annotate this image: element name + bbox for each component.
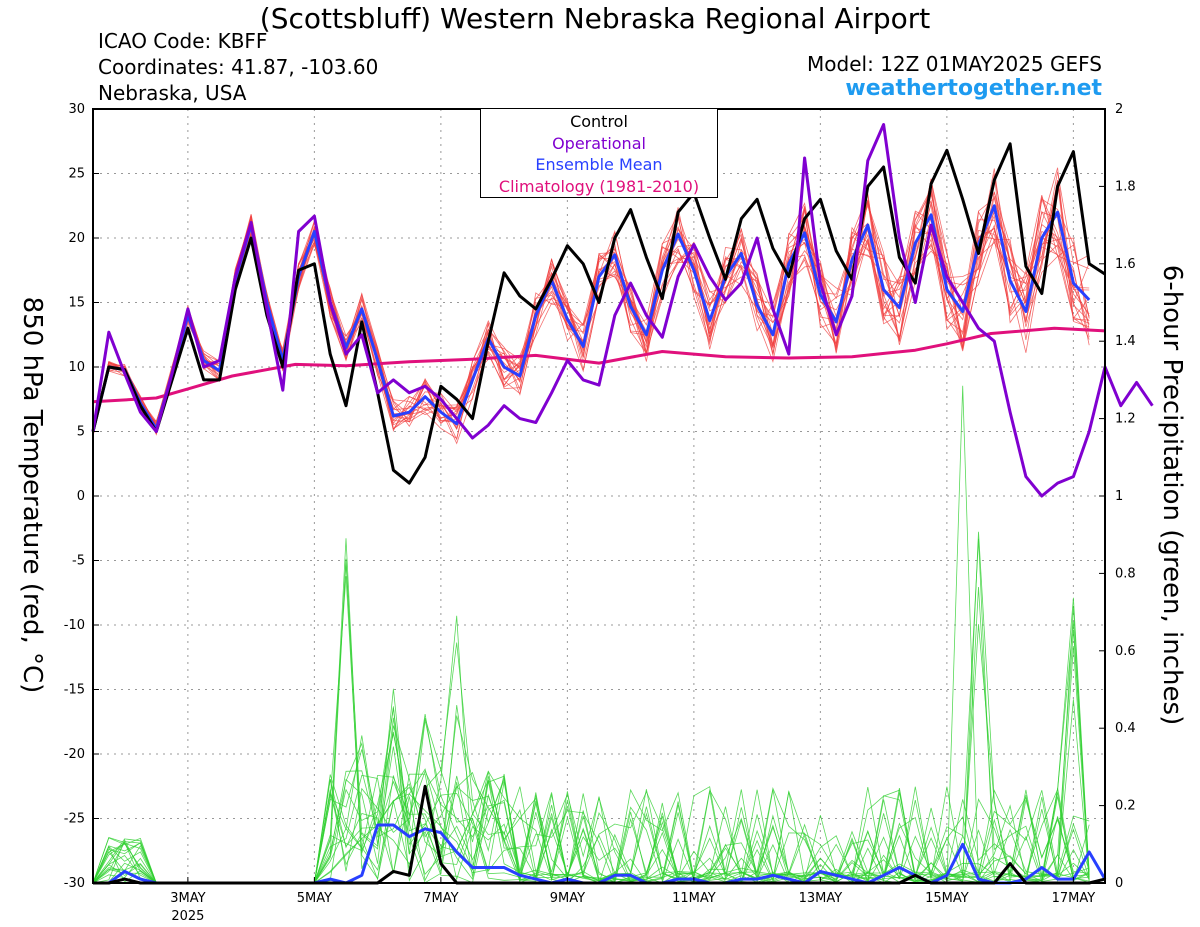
x-tick-label: 17MAY: [1052, 891, 1096, 906]
y-tick-label: -20: [64, 747, 85, 762]
x-tick-label: 3MAY: [170, 891, 205, 906]
y-tick-label: -25: [64, 812, 85, 827]
precip-member-line: [92, 531, 1090, 884]
legend: Control Operational Ensemble Mean Climat…: [480, 108, 718, 198]
x-tick-label: 15MAY: [925, 891, 969, 906]
coordinates: Coordinates: 41.87, -103.60: [98, 55, 379, 79]
y2-tick-label: 1.8: [1115, 179, 1136, 194]
date-axis-ticks: 3MAY 2025 5MAY 7MAY 9MAY 11MAY 13MAY 15MAY 17MAY: [170, 877, 1095, 924]
climatology-line: [92, 326, 1106, 404]
y2-tick-label: 0.8: [1115, 566, 1136, 581]
y-tick-label: 5: [77, 425, 85, 440]
x-tick-label: 5MAY: [297, 891, 332, 906]
y-tick-label: 0: [77, 489, 85, 504]
y-tick-label: 15: [68, 296, 85, 311]
left-axis-ticks: -30 -25 -20 -15 -10 -5 0 5 10 15 20 25 30: [64, 102, 99, 891]
precip-member-line: [92, 385, 1090, 884]
y2-tick-label: 1.2: [1115, 412, 1136, 427]
x-tick-label: 7MAY: [423, 891, 458, 906]
y2-tick-label: 0: [1115, 876, 1123, 891]
y-tick-label: 20: [68, 231, 85, 246]
y-tick-label: -30: [64, 876, 85, 891]
temp-control-line: [91, 142, 1106, 485]
x-tick-label: 11MAY: [672, 891, 716, 906]
legend-operational: Operational: [552, 133, 646, 153]
ensemble-members: [92, 167, 1090, 885]
precip-member-line: [92, 714, 1090, 884]
legend-climatology: Climatology (1981-2010): [498, 176, 700, 196]
y-tick-label: 25: [68, 167, 85, 182]
icao-code: ICAO Code: KBFF: [98, 29, 268, 53]
y2-tick-label: 2: [1115, 102, 1123, 117]
x-tick-label: 9MAY: [550, 891, 585, 906]
y-tick-label: -5: [72, 554, 85, 569]
y2-tick-label: 1.4: [1115, 334, 1136, 349]
y2-tick-label: 0.2: [1115, 799, 1136, 814]
y2-tick-label: 1: [1115, 489, 1123, 504]
grid-lines: [93, 108, 1105, 884]
left-axis-label: 850 hPa Temperature (red, °C): [17, 296, 47, 694]
right-axis-label: 6-hour Precipitation (green, inches): [1157, 264, 1187, 726]
site-link[interactable]: weathertogether.net: [845, 76, 1102, 101]
legend-ensemble-mean: Ensemble Mean: [535, 155, 663, 174]
legend-control: Control: [570, 112, 628, 131]
temp-operational-line: [91, 123, 1154, 498]
y2-tick-label: 0.6: [1115, 644, 1136, 659]
y-tick-label: 10: [68, 360, 85, 375]
y-tick-label: -10: [64, 618, 85, 633]
y-tick-label: 30: [68, 102, 85, 117]
chart-title: (Scottsbluff) Western Nebraska Regional …: [259, 2, 931, 35]
y2-tick-label: 0.4: [1115, 721, 1136, 736]
region: Nebraska, USA: [98, 81, 247, 105]
y2-tick-label: 1.6: [1115, 257, 1136, 272]
y-tick-label: -15: [64, 683, 85, 698]
model-run: Model: 12Z 01MAY2025 GEFS: [807, 52, 1102, 76]
x-tick-label: 13MAY: [799, 891, 843, 906]
right-axis-ticks: 0 0.2 0.4 0.6 0.8 1 1.2 1.4 1.6 1.8 2: [1099, 102, 1136, 891]
x-tick-sublabel: 2025: [171, 909, 204, 924]
